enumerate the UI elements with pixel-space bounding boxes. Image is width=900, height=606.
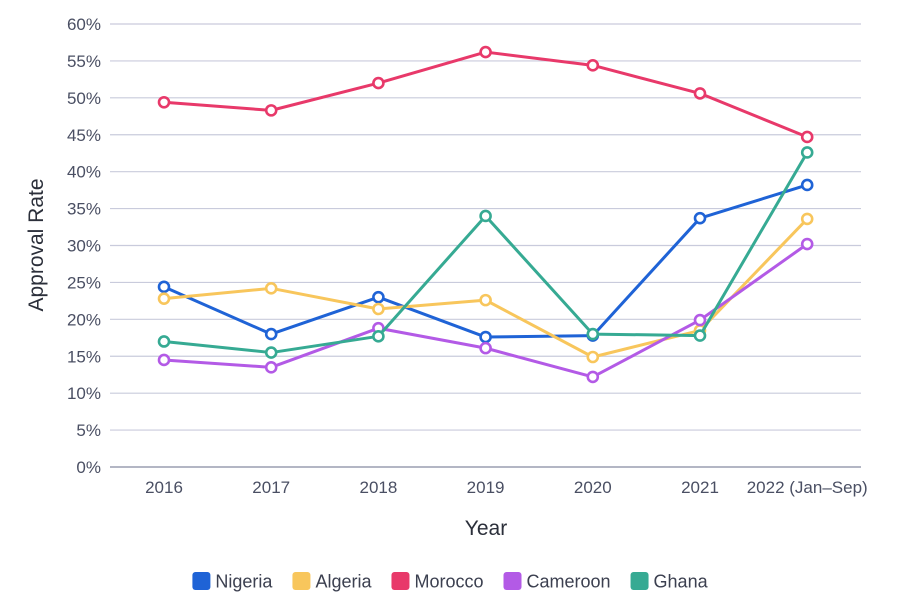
data-point-cameroon[interactable] [586, 370, 600, 384]
data-point-algeria[interactable] [479, 293, 492, 307]
y-axis: 0% 5% 10% 15% 20% 25% 30% 35% 40% 45% 50% 55% 60% [67, 15, 101, 477]
data-point-algeria[interactable] [800, 212, 814, 226]
y-tick-label: 55% [67, 52, 101, 71]
data-point-cameroon[interactable] [479, 341, 492, 355]
x-tick-label: 2021 [681, 478, 719, 497]
data-point-ghana[interactable] [800, 146, 814, 159]
y-tick-label: 60% [67, 15, 101, 34]
legend-label: Algeria [315, 572, 372, 592]
x-tick-label: 2022 (Jan–Sep) [747, 478, 868, 497]
data-point-morocco[interactable] [800, 130, 814, 144]
x-tick-label: 2018 [359, 478, 397, 497]
x-tick-label: 2016 [145, 478, 183, 497]
data-point-ghana[interactable] [693, 329, 707, 342]
data-point-ghana[interactable] [264, 346, 278, 359]
data-point-morocco[interactable] [372, 76, 385, 90]
legend-label: Morocco [414, 572, 483, 592]
x-axis-title: Year [465, 517, 507, 540]
legend-swatch [192, 572, 211, 590]
series-morocco [157, 45, 814, 144]
legend-label: Cameroon [527, 572, 611, 592]
data-point-cameroon[interactable] [693, 313, 707, 327]
y-tick-label: 10% [67, 384, 101, 403]
legend-item-algeria[interactable]: Algeria [292, 572, 372, 592]
data-point-algeria[interactable] [157, 292, 171, 305]
data-point-cameroon[interactable] [157, 353, 171, 367]
data-point-morocco[interactable] [479, 45, 492, 59]
series-line-ghana [162, 150, 809, 355]
data-point-ghana[interactable] [157, 335, 171, 348]
data-point-nigeria[interactable] [479, 330, 492, 344]
data-point-nigeria[interactable] [800, 178, 814, 192]
legend-swatch [630, 572, 649, 590]
data-point-nigeria[interactable] [157, 280, 171, 294]
data-point-nigeria[interactable] [264, 327, 278, 341]
series-line-cameroon [162, 242, 809, 379]
legend: Nigeria Algeria Morocco Cameroon Ghana [192, 572, 709, 592]
data-point-cameroon[interactable] [264, 361, 278, 374]
data-point-algeria[interactable] [372, 302, 385, 316]
data-point-cameroon[interactable] [800, 237, 814, 251]
legend-swatch [292, 572, 311, 590]
y-tick-label: 20% [67, 310, 101, 329]
y-tick-label: 30% [67, 237, 101, 256]
series-lines [157, 45, 814, 384]
y-tick-label: 45% [67, 126, 101, 145]
series-line-morocco [162, 50, 809, 139]
data-point-morocco[interactable] [693, 87, 707, 100]
x-axis: 2016 2017 2018 2019 2020 2021 2022 (Jan–Sep) [145, 478, 868, 497]
data-point-ghana[interactable] [372, 330, 385, 343]
data-point-morocco[interactable] [157, 95, 171, 109]
legend-swatch [391, 572, 410, 590]
x-tick-label: 2017 [252, 478, 290, 497]
series-ghana [157, 146, 814, 359]
data-point-morocco[interactable] [264, 104, 278, 117]
y-tick-label: 5% [76, 421, 101, 440]
data-point-nigeria[interactable] [372, 290, 385, 304]
y-tick-label: 35% [67, 200, 101, 219]
data-point-morocco[interactable] [586, 59, 600, 72]
y-axis-title: Approval Rate [25, 178, 48, 311]
data-point-ghana[interactable] [586, 327, 600, 341]
legend-label: Nigeria [215, 572, 273, 592]
x-tick-label: 2019 [467, 478, 505, 497]
grid [110, 23, 861, 468]
legend-swatch [503, 572, 522, 590]
legend-item-cameroon[interactable]: Cameroon [503, 572, 611, 592]
y-tick-label: 0% [76, 458, 101, 477]
data-point-ghana[interactable] [479, 209, 492, 223]
y-tick-label: 40% [67, 163, 101, 182]
y-tick-label: 15% [67, 347, 101, 366]
series-nigeria [157, 178, 814, 344]
legend-item-ghana[interactable]: Ghana [630, 572, 709, 592]
legend-item-morocco[interactable]: Morocco [391, 572, 484, 592]
x-tick-label: 2020 [574, 478, 612, 497]
data-point-nigeria[interactable] [693, 211, 707, 225]
legend-item-nigeria[interactable]: Nigeria [192, 572, 273, 592]
y-tick-label: 25% [67, 273, 101, 292]
data-point-algeria[interactable] [264, 282, 278, 295]
y-tick-label: 50% [67, 89, 101, 108]
legend-label: Ghana [654, 572, 709, 592]
data-point-algeria[interactable] [586, 350, 600, 364]
